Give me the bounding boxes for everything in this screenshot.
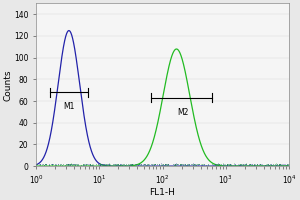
X-axis label: FL1-H: FL1-H	[150, 188, 175, 197]
Text: M1: M1	[63, 102, 75, 111]
Y-axis label: Counts: Counts	[4, 69, 13, 101]
Text: M2: M2	[177, 108, 189, 117]
